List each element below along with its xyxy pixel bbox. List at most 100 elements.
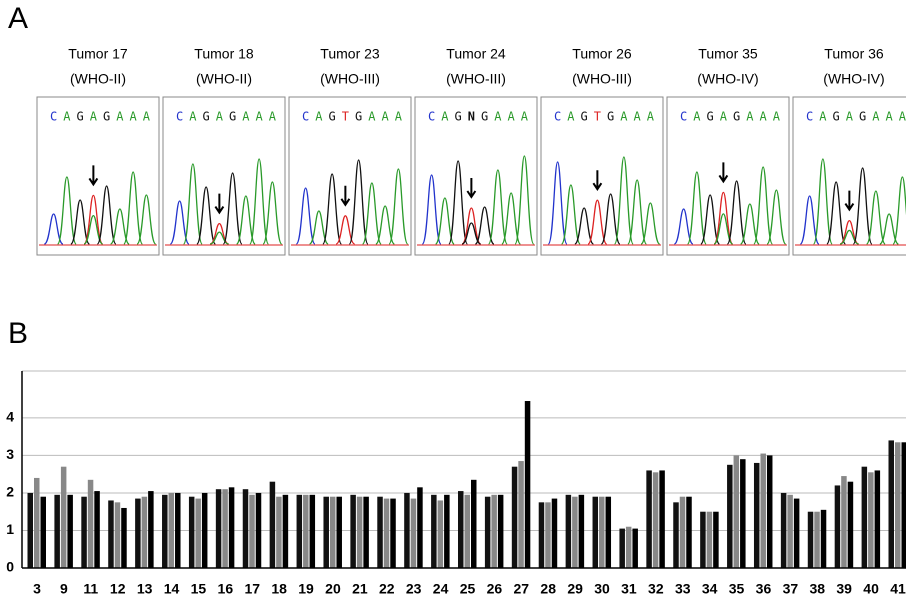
- base-letter: G: [581, 110, 588, 124]
- base-letter: G: [229, 110, 236, 124]
- panel-title: Tumor 18: [194, 46, 254, 62]
- bar: [61, 467, 67, 568]
- bar: [336, 497, 342, 568]
- base-letter: T: [342, 110, 349, 124]
- bar: [142, 497, 148, 568]
- x-tick-label: 14: [164, 581, 180, 597]
- bar: [189, 497, 195, 568]
- base-letter: A: [746, 110, 754, 124]
- bar: [707, 512, 713, 568]
- bar: [323, 497, 329, 568]
- bar: [875, 470, 881, 568]
- y-tick-label: 1: [6, 521, 14, 537]
- bar: [593, 497, 599, 568]
- bar: [808, 512, 814, 568]
- x-tick-label: 27: [514, 581, 530, 597]
- bar: [249, 495, 255, 568]
- base-letter: G: [833, 110, 840, 124]
- base-letter: G: [733, 110, 740, 124]
- bar: [572, 497, 578, 568]
- bar: [28, 493, 34, 568]
- bar: [659, 470, 665, 568]
- base-letter: A: [395, 110, 403, 124]
- bar: [350, 495, 356, 568]
- bar: [619, 529, 625, 568]
- base-letter: G: [607, 110, 614, 124]
- base-letter: A: [647, 110, 655, 124]
- x-tick-label: 26: [487, 581, 503, 597]
- base-letter: A: [886, 110, 894, 124]
- bar: [740, 459, 746, 568]
- bar: [41, 497, 47, 568]
- base-letter: A: [368, 110, 376, 124]
- x-tick-label: 36: [756, 581, 772, 597]
- bar: [297, 495, 303, 568]
- panel-grade: (WHO-II): [70, 71, 126, 87]
- base-letter: A: [116, 110, 124, 124]
- base-letter: A: [216, 110, 224, 124]
- x-tick-label: 35: [729, 581, 745, 597]
- bar: [283, 495, 289, 568]
- x-tick-label: 33: [675, 581, 691, 597]
- base-letter: A: [315, 110, 323, 124]
- bar: [767, 455, 773, 568]
- base-letter: G: [329, 110, 336, 124]
- base-letter: A: [693, 110, 701, 124]
- panel-title: Tumor 23: [320, 46, 380, 62]
- base-letter: A: [143, 110, 151, 124]
- x-tick-label: 15: [191, 581, 207, 597]
- x-tick-label: 9: [60, 581, 68, 597]
- bar: [330, 497, 336, 568]
- x-tick-label: 31: [621, 581, 637, 597]
- base-letter: A: [441, 110, 449, 124]
- base-letter: A: [760, 110, 768, 124]
- x-tick-label: 16: [218, 581, 234, 597]
- x-tick-label: 17: [244, 581, 260, 597]
- x-tick-label: 21: [352, 581, 368, 597]
- panel-title: Tumor 24: [446, 46, 506, 62]
- bar: [579, 495, 585, 568]
- bar: [599, 497, 605, 568]
- bar: [34, 478, 40, 568]
- bar: [431, 495, 437, 568]
- bar: [276, 497, 282, 568]
- bar: [680, 497, 686, 568]
- base-letter: A: [269, 110, 277, 124]
- base-letter: C: [428, 110, 435, 124]
- bar: [444, 495, 450, 568]
- bar: [357, 497, 363, 568]
- bar: [673, 502, 679, 568]
- bar: [545, 502, 551, 568]
- base-letter: G: [77, 110, 84, 124]
- panel-title: Tumor 36: [824, 46, 884, 62]
- panel-grade: (WHO-IV): [697, 71, 758, 87]
- base-letter: A: [508, 110, 516, 124]
- base-letter: C: [806, 110, 813, 124]
- bar: [868, 472, 874, 568]
- bar: [754, 463, 760, 568]
- panel-title: Tumor 35: [698, 46, 758, 62]
- bar: [121, 508, 127, 568]
- bar: [895, 442, 901, 568]
- bar: [135, 499, 141, 568]
- x-tick-label: 23: [406, 581, 422, 597]
- bar: [175, 493, 181, 568]
- bar: [841, 476, 847, 568]
- base-letter: A: [567, 110, 575, 124]
- base-letter: A: [620, 110, 628, 124]
- panel-title: Tumor 17: [68, 46, 128, 62]
- bar: [525, 401, 531, 568]
- x-tick-label: 32: [648, 581, 664, 597]
- x-tick-label: 39: [836, 581, 852, 597]
- bar: [94, 491, 100, 568]
- bar: [552, 499, 558, 568]
- x-tick-label: 38: [809, 581, 825, 597]
- base-letter: G: [481, 110, 488, 124]
- y-tick-label: 0: [6, 559, 14, 575]
- panel-grade: (WHO-III): [446, 71, 506, 87]
- base-letter: G: [355, 110, 362, 124]
- base-letter: T: [594, 110, 601, 124]
- bar: [169, 493, 175, 568]
- panel-label: B: [8, 317, 28, 350]
- bar: [458, 491, 464, 568]
